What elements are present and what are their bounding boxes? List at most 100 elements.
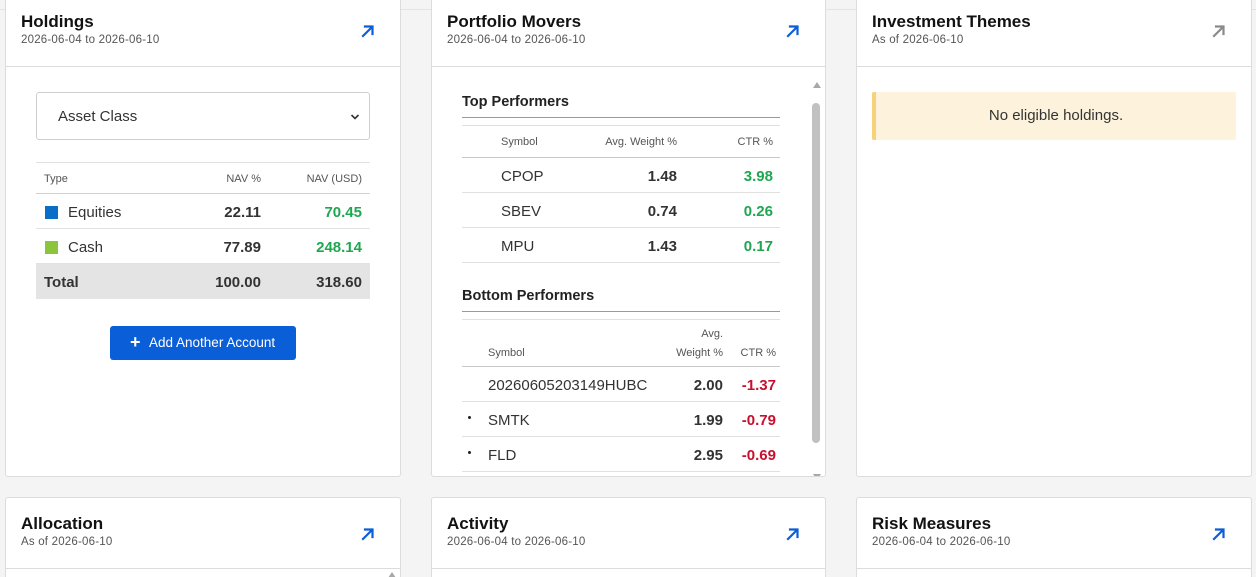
vertical-scrollbar[interactable] xyxy=(811,79,823,476)
asset-class-select[interactable]: Asset Class xyxy=(36,92,370,140)
row-ctr: 0.26 xyxy=(743,203,773,220)
top-performers-title: Top Performers xyxy=(462,94,569,110)
holdings-header: Holdings 2026-06-04 to 2026-06-10 xyxy=(6,1,400,67)
bottom-performers-table: Symbol Avg. Weight % CTR % 2026060520314… xyxy=(462,319,780,472)
col-nav-usd: NAV (USD) xyxy=(306,173,362,185)
table-row[interactable]: FLD 2.95 -0.69 xyxy=(462,437,780,472)
total-label: Total xyxy=(44,274,79,291)
table-row[interactable]: MPU 1.43 0.17 xyxy=(462,228,780,263)
col-type: Type xyxy=(44,173,68,185)
activity-header: Activity 2026-06-04 to 2026-06-10 xyxy=(432,498,825,569)
row-type: Equities xyxy=(68,204,122,221)
row-ctr: -0.79 xyxy=(741,412,776,429)
row-ctr: 3.98 xyxy=(743,168,773,185)
plus-icon: + xyxy=(130,332,141,352)
expand-arrow-icon[interactable] xyxy=(360,526,376,542)
row-weight: 0.74 xyxy=(647,203,677,220)
investment-themes-card: Investment Themes As of 2026-06-10 No el… xyxy=(856,0,1252,477)
col-symbol: Symbol xyxy=(501,136,538,148)
themes-title: Investment Themes xyxy=(872,12,1031,31)
table-row: Equities 22.11 70.45 xyxy=(36,194,370,229)
risk-measures-card: Risk Measures 2026-06-04 to 2026-06-10 xyxy=(856,497,1252,577)
scroll-down-icon[interactable] xyxy=(813,474,821,476)
col-avg: Avg. xyxy=(701,328,723,340)
col-ctr: CTR % xyxy=(737,136,773,148)
scrollbar-thumb[interactable] xyxy=(812,103,820,443)
total-nav-pct: 100.00 xyxy=(215,274,261,291)
equities-swatch xyxy=(45,206,58,219)
section-divider xyxy=(462,311,780,312)
bullet-icon xyxy=(468,416,471,419)
activity-date-range: 2026-06-04 to 2026-06-10 xyxy=(447,536,586,548)
expand-arrow-icon[interactable] xyxy=(785,23,801,39)
select-value: Asset Class xyxy=(58,108,138,125)
section-divider xyxy=(462,117,780,118)
table-row[interactable]: CPOP 1.48 3.98 xyxy=(462,158,780,193)
row-symbol: FLD xyxy=(488,447,517,464)
bottom-performers-title: Bottom Performers xyxy=(462,288,595,304)
col-ctr: CTR % xyxy=(740,347,776,359)
col-symbol: Symbol xyxy=(488,347,525,359)
row-symbol: SBEV xyxy=(501,203,542,220)
total-row: Total 100.00 318.60 xyxy=(36,264,370,299)
top-performers-table: Symbol Avg. Weight % CTR % CPOP 1.48 3.9… xyxy=(462,125,780,263)
add-account-label: Add Another Account xyxy=(149,335,276,350)
expand-arrow-icon[interactable] xyxy=(1211,23,1227,39)
movers-header: Portfolio Movers 2026-06-04 to 2026-06-1… xyxy=(432,1,825,67)
risk-header: Risk Measures 2026-06-04 to 2026-06-10 xyxy=(857,498,1251,569)
row-symbol: SMTK xyxy=(488,412,530,429)
bullet-icon xyxy=(468,451,471,454)
row-ctr: 0.17 xyxy=(743,238,773,255)
expand-arrow-icon[interactable] xyxy=(360,23,376,39)
table-row[interactable]: SBEV 0.74 0.26 xyxy=(462,193,780,228)
col-nav-pct: NAV % xyxy=(226,173,261,185)
row-weight: 2.00 xyxy=(693,377,723,394)
movers-date-range: 2026-06-04 to 2026-06-10 xyxy=(447,34,586,46)
scroll-up-icon[interactable] xyxy=(388,572,396,577)
row-symbol: 20260605203149HUBC xyxy=(488,377,648,394)
table-row: Cash 77.89 248.14 xyxy=(36,229,370,264)
row-nav-usd: 248.14 xyxy=(316,239,362,256)
themes-date: As of 2026-06-10 xyxy=(872,34,964,46)
row-symbol: MPU xyxy=(501,238,535,255)
holdings-date-range: 2026-06-04 to 2026-06-10 xyxy=(21,34,160,46)
total-nav-usd: 318.60 xyxy=(316,274,362,291)
table-header: Symbol Avg. Weight % CTR % xyxy=(462,319,780,367)
row-weight: 1.99 xyxy=(693,412,723,429)
risk-title: Risk Measures xyxy=(872,514,992,533)
row-symbol: CPOP xyxy=(501,168,544,185)
activity-title: Activity xyxy=(447,514,509,533)
expand-arrow-icon[interactable] xyxy=(785,526,801,542)
row-nav-usd: 70.45 xyxy=(324,204,362,221)
row-type: Cash xyxy=(68,239,104,256)
col-avg-weight: Avg. Weight % xyxy=(605,136,677,148)
allocation-date: As of 2026-06-10 xyxy=(21,536,113,548)
themes-header: Investment Themes As of 2026-06-10 xyxy=(857,1,1251,67)
add-account-button[interactable]: + Add Another Account xyxy=(110,326,296,360)
expand-arrow-icon[interactable] xyxy=(1211,526,1227,542)
risk-date-range: 2026-06-04 to 2026-06-10 xyxy=(872,536,1011,548)
holdings-title: Holdings xyxy=(21,12,94,31)
table-header: Type NAV % NAV (USD) xyxy=(36,162,370,194)
table-header: Symbol Avg. Weight % CTR % xyxy=(462,125,780,158)
row-nav-pct: 22.11 xyxy=(224,204,261,221)
allocation-title: Allocation xyxy=(21,514,104,533)
holdings-table: Type NAV % NAV (USD) Equities 22.11 70.4… xyxy=(36,162,370,299)
notice-text: No eligible holdings. xyxy=(988,107,1124,124)
portfolio-movers-card: Portfolio Movers 2026-06-04 to 2026-06-1… xyxy=(431,0,826,477)
allocation-header: Allocation As of 2026-06-10 xyxy=(6,498,400,569)
col-weight: Weight % xyxy=(676,347,723,359)
table-row[interactable]: SMTK 1.99 -0.79 xyxy=(462,402,780,437)
row-ctr: -0.69 xyxy=(741,447,776,464)
chevron-down-icon xyxy=(350,114,360,120)
cash-swatch xyxy=(45,241,58,254)
table-row[interactable]: 20260605203149HUBC 2.00 -1.37 xyxy=(462,367,780,402)
row-nav-pct: 77.89 xyxy=(223,239,261,256)
no-holdings-notice: No eligible holdings. xyxy=(872,92,1236,140)
row-ctr: -1.37 xyxy=(741,377,776,394)
row-weight: 1.48 xyxy=(647,168,677,185)
scroll-up-icon[interactable] xyxy=(813,82,821,88)
row-weight: 1.43 xyxy=(647,238,677,255)
activity-card: Activity 2026-06-04 to 2026-06-10 xyxy=(431,497,826,577)
holdings-card: Holdings 2026-06-04 to 2026-06-10 Asset … xyxy=(5,0,401,477)
